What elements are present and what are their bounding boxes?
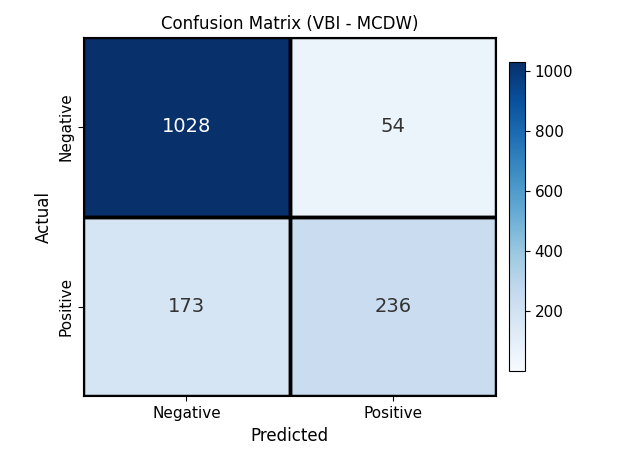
Bar [83, 37, 290, 217]
Text: 173: 173 [168, 297, 205, 316]
Y-axis label: Actual: Actual [35, 191, 53, 242]
Bar [290, 37, 496, 217]
Bar [83, 217, 290, 396]
Text: 236: 236 [374, 297, 412, 316]
Bar [290, 217, 496, 396]
Title: Confusion Matrix (VBI - MCDW): Confusion Matrix (VBI - MCDW) [161, 15, 419, 33]
Text: 1028: 1028 [162, 117, 211, 136]
X-axis label: Predicted: Predicted [251, 427, 329, 445]
Text: 54: 54 [380, 117, 405, 136]
